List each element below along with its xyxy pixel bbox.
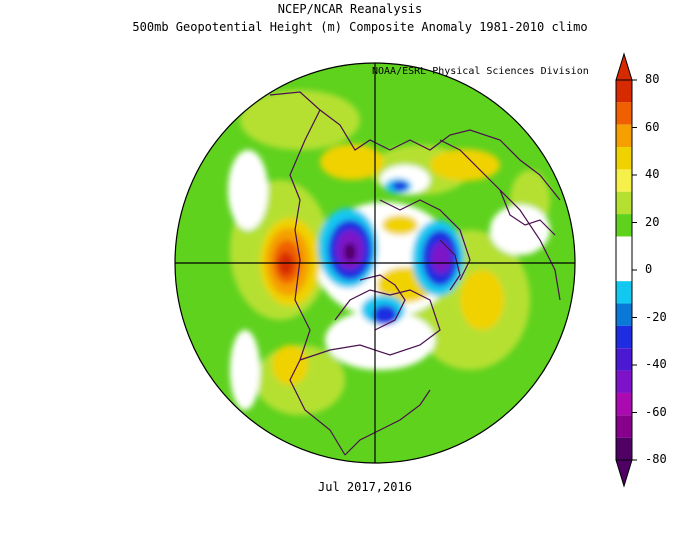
colorbar-segment bbox=[616, 348, 632, 371]
colorbar-segment bbox=[616, 325, 632, 349]
colorbar-segment bbox=[616, 415, 632, 438]
title-line-1: NCEP/NCAR Reanalysis bbox=[277, 2, 423, 16]
colorbar-segment bbox=[616, 169, 632, 192]
colorbar-segment bbox=[616, 124, 632, 148]
colorbar-tick-label: -20 bbox=[645, 309, 667, 324]
colorbar-tick-label: 0 bbox=[645, 262, 653, 276]
colorbar-tick-label: -80 bbox=[645, 452, 667, 466]
colorbar-tick-label: 20 bbox=[645, 214, 660, 229]
colorbar-segment bbox=[616, 191, 632, 215]
colorbar-tick-label: 80 bbox=[645, 72, 660, 86]
colorbar-tick-label: 40 bbox=[645, 167, 660, 181]
colorbar-tick-label: -40 bbox=[645, 357, 667, 371]
colorbar-segment bbox=[616, 437, 632, 460]
map-border bbox=[174, 62, 576, 464]
colorbar-segment bbox=[616, 102, 632, 125]
colorbar-segment bbox=[616, 392, 632, 416]
colorbar-segment bbox=[616, 236, 632, 259]
colorbar-segment bbox=[616, 281, 632, 304]
colorbar-segment bbox=[616, 370, 632, 393]
colorbar-segment bbox=[616, 147, 632, 170]
title-line-2: 500mb Geopotential Height (m) Composite … bbox=[132, 20, 588, 34]
colorbar bbox=[615, 52, 637, 488]
colorbar-segment bbox=[616, 80, 632, 103]
colorbar-tick-label: 60 bbox=[645, 119, 660, 134]
colorbar-bottom-arrow bbox=[615, 459, 633, 488]
credit-label: NOAA/ESRL Physical Sciences Division bbox=[372, 66, 589, 77]
colorbar-segment bbox=[616, 303, 632, 326]
colorbar-segment bbox=[616, 258, 632, 282]
colorbar-segment bbox=[616, 214, 632, 237]
coastlines bbox=[269, 91, 561, 456]
colorbar-tick-label: -60 bbox=[645, 404, 667, 419]
date-label: Jul 2017,2016 bbox=[318, 480, 412, 494]
anomaly-field bbox=[175, 63, 575, 463]
colorbar-top-arrow bbox=[615, 52, 633, 81]
